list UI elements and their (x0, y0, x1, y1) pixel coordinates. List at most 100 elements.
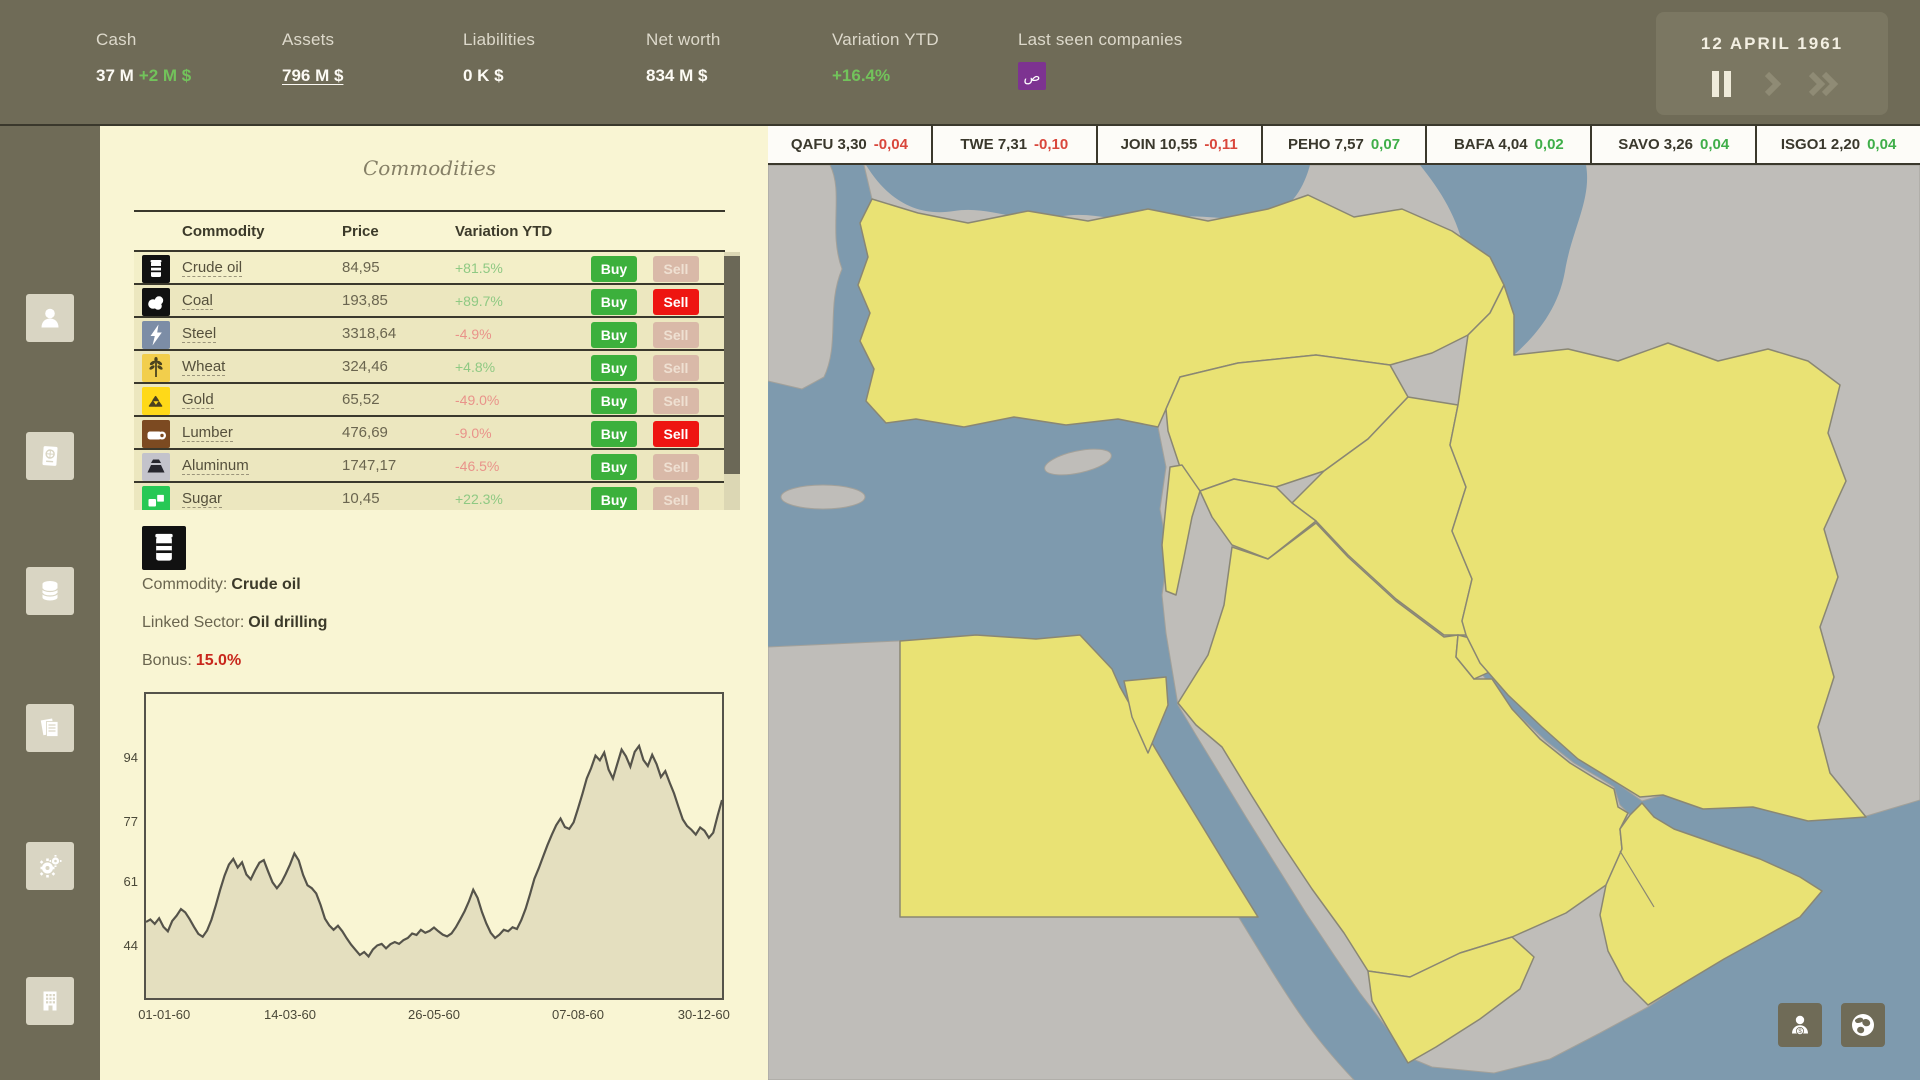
x-axis-tick: 01-01-60 (138, 1007, 191, 1022)
commodity-row-aluminum: Aluminum 1747,17 -46.5% Buy Sell (134, 450, 725, 483)
play-button[interactable] (1755, 70, 1789, 98)
ticker-symbol-price: QAFU 3,30 (790, 136, 867, 153)
table-header-price: Price (342, 223, 379, 240)
ticker-symbol-price: SAVO 3,26 (1618, 136, 1693, 153)
table-header-commodity: Commodity (182, 223, 265, 240)
commodity-row-crude-oil: Crude oil 84,95 +81.5% Buy Sell (134, 252, 725, 285)
buy-button[interactable]: Buy (591, 255, 637, 282)
buy-button[interactable]: Buy (591, 354, 637, 381)
detail-bonus-value: 15.0% (195, 652, 242, 669)
stat-value: +16.4% (832, 66, 891, 85)
map-world-button[interactable] (1841, 1003, 1885, 1047)
commodity-name-link[interactable]: Coal (182, 292, 213, 310)
oil-icon (142, 254, 170, 283)
buy-button[interactable]: Buy (591, 321, 637, 348)
commodity-name-link[interactable]: Steel (182, 325, 217, 343)
stat-label: Net worth (646, 30, 721, 49)
commodity-variation: +89.7% (455, 293, 503, 309)
fast-forward-button[interactable] (1806, 70, 1840, 98)
middle-east-map (768, 165, 1920, 1080)
sidebar-item-industry[interactable] (26, 842, 74, 890)
ticker-change: 0,04 (1867, 136, 1897, 153)
ticker-symbol-price: BAFA 4,04 (1453, 136, 1528, 153)
commodity-variation: -49.0% (455, 392, 500, 408)
current-date: 12 APRIL 1961 (1700, 34, 1844, 53)
last-seen-company-badge[interactable]: ص (1018, 62, 1046, 90)
x-axis-tick: 07-08-60 (551, 1007, 605, 1022)
x-axis-tick: 26-05-60 (407, 1007, 461, 1022)
x-axis-tick: 14-03-60 (263, 1007, 317, 1022)
commodity-row-coal: Coal 193,85 +89.7% Buy Sell (134, 285, 725, 318)
time-controls (1656, 70, 1888, 98)
buy-button[interactable]: Buy (591, 288, 637, 315)
buy-button[interactable]: Buy (591, 387, 637, 414)
ticker-item-twe[interactable]: TWE 7,31 -0,10 (932, 126, 1098, 163)
y-axis-tick: 44 (123, 937, 138, 953)
building-icon (43, 991, 57, 1011)
detail-bonus-label: Bonus: (142, 652, 192, 669)
play-chevron-icon (1764, 71, 1782, 97)
commodity-row-steel: Steel 3318,64 -4.9% Buy Sell (134, 318, 725, 351)
ticker-change: -0,04 (873, 136, 908, 153)
person-icon (41, 308, 59, 328)
world-map[interactable] (768, 165, 1920, 1080)
table-scrollbar[interactable] (724, 252, 740, 510)
buy-button[interactable]: Buy (591, 453, 637, 480)
sidebar-item-person[interactable] (26, 294, 74, 342)
stat-label: Cash (96, 30, 137, 49)
ticker-item-qafu[interactable]: QAFU 3,30 -0,04 (768, 126, 933, 163)
commodity-price: 3318,64 (342, 325, 397, 342)
scrollbar-thumb[interactable] (724, 256, 740, 474)
ticker-change: 0,02 (1534, 136, 1564, 153)
sell-button[interactable]: Sell (653, 288, 699, 315)
stat-value[interactable]: 796 M $ (282, 66, 344, 85)
stat-label: Liabilities (463, 30, 536, 49)
ticker-item-savo[interactable]: SAVO 3,26 0,04 (1592, 126, 1758, 163)
map-country (1449, 284, 1867, 822)
map-people-finance-button[interactable]: $ (1778, 1003, 1822, 1047)
sell-button[interactable]: Sell (653, 420, 699, 447)
ticker-change: 0,04 (1700, 136, 1730, 153)
topbar-divider (0, 124, 1920, 126)
buy-button[interactable]: Buy (591, 486, 637, 510)
ticker-item-bafa[interactable]: BAFA 4,04 0,02 (1427, 126, 1593, 163)
commodity-price: 1747,17 (342, 457, 397, 474)
globe-icon (1852, 1014, 1874, 1036)
stat-net-worth: Net worth 834 M $ (646, 30, 721, 86)
ticker-change: -0,11 (1204, 136, 1238, 153)
gold-icon (142, 386, 170, 415)
map-country (1599, 802, 1823, 1006)
steel-icon (142, 320, 170, 349)
commodity-name-link[interactable]: Lumber (182, 424, 233, 442)
sidebar-item-storage[interactable] (26, 567, 74, 615)
commodity-row-sugar: Sugar 10,45 +22.3% Buy Sell (134, 483, 725, 510)
stat-last-seen-companies: Last seen companies ص (1018, 30, 1182, 90)
stock-ticker: QAFU 3,30 -0,04 TWE 7,31 -0,10 JOIN 10,55 -0,… (768, 126, 1920, 165)
commodity-name-link[interactable]: Sugar (182, 490, 223, 508)
detail-commodity-line: Commodity: Crude oil (142, 576, 301, 594)
commodity-name-link[interactable]: Gold (182, 391, 214, 409)
detail-bonus-line: Bonus: 15.0% (142, 652, 241, 670)
commodity-name-link[interactable]: Crude oil (182, 259, 243, 277)
sidebar-item-passport[interactable] (26, 432, 74, 480)
sidebar-item-documents[interactable] (26, 704, 74, 752)
gears-icon (39, 855, 62, 878)
ticker-symbol-price: ISGO1 2,20 (1780, 136, 1861, 153)
map-highlighted-countries[interactable] (857, 194, 1867, 1064)
ticker-item-join[interactable]: JOIN 10,55 -0,11 (1097, 126, 1263, 163)
ticker-item-peho[interactable]: PEHO 7,57 0,07 (1262, 126, 1428, 163)
stat-value: 834 M $ (646, 66, 708, 85)
map-black-sea (866, 165, 1310, 222)
sidebar-item-company[interactable] (26, 977, 74, 1025)
buy-button[interactable]: Buy (591, 420, 637, 447)
map-border-line (1619, 850, 1655, 908)
pause-button[interactable] (1704, 70, 1738, 98)
commodity-name-link[interactable]: Wheat (182, 358, 226, 376)
commodity-name-link[interactable]: Aluminum (182, 457, 249, 475)
stat-cash: Cash 37 M +2 M $ (96, 30, 191, 86)
commodities-table: Crude oil 84,95 +81.5% Buy Sell Coal 193,85 +89… (134, 252, 725, 510)
sugar-icon (142, 485, 170, 510)
lumber-icon (142, 419, 170, 448)
stat-value: 0 K $ (463, 66, 504, 85)
ticker-item-isgo1[interactable]: ISGO1 2,20 0,04 (1757, 126, 1920, 163)
